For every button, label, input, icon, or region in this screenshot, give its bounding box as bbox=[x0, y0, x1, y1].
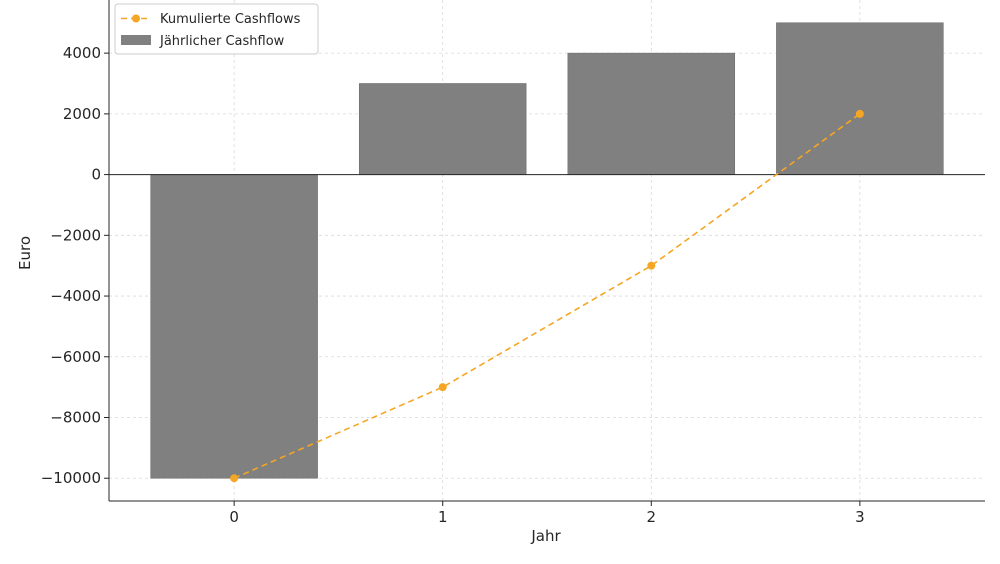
line-series bbox=[230, 109, 864, 483]
y-tick-label: −8000 bbox=[50, 409, 101, 427]
x-axis-label: Jahr bbox=[530, 527, 561, 545]
bar bbox=[776, 22, 944, 175]
y-tick-label: −4000 bbox=[50, 287, 101, 305]
y-axis-label: Euro bbox=[16, 236, 34, 270]
legend: Kumulierte Cashflows Jährlicher Cashflow bbox=[114, 3, 319, 55]
y-tick-label: 0 bbox=[91, 166, 101, 184]
x-tick-label: 2 bbox=[647, 508, 657, 526]
y-tick-label: 2000 bbox=[63, 105, 101, 123]
bar bbox=[358, 83, 527, 175]
bar bbox=[567, 52, 736, 175]
y-tick-label: −2000 bbox=[50, 226, 101, 244]
bar-series bbox=[150, 22, 944, 479]
x-tick-label: 0 bbox=[229, 508, 239, 526]
line-point bbox=[438, 383, 447, 392]
legend-bar-swatch bbox=[121, 35, 151, 45]
legend-label-annual: Jährlicher Cashflow bbox=[159, 34, 285, 49]
line-point bbox=[230, 474, 239, 483]
legend-box bbox=[114, 3, 319, 55]
x-tick-label: 3 bbox=[855, 508, 865, 526]
line-point bbox=[855, 109, 864, 118]
y-tick-label: −10000 bbox=[41, 469, 101, 487]
line-point bbox=[647, 261, 656, 270]
x-tick-label: 1 bbox=[438, 508, 448, 526]
legend-label-cumulative: Kumulierte Cashflows bbox=[160, 12, 301, 27]
tick-labels: −10000 −8000 −6000 −4000 −2000 0 2000 4000 0 1 2 3 bbox=[41, 44, 865, 526]
y-tick-label: 4000 bbox=[63, 44, 101, 62]
bar bbox=[150, 174, 318, 479]
cumulative-line bbox=[233, 113, 861, 479]
y-tick-label: −6000 bbox=[50, 348, 101, 366]
legend-line-marker bbox=[132, 14, 140, 23]
